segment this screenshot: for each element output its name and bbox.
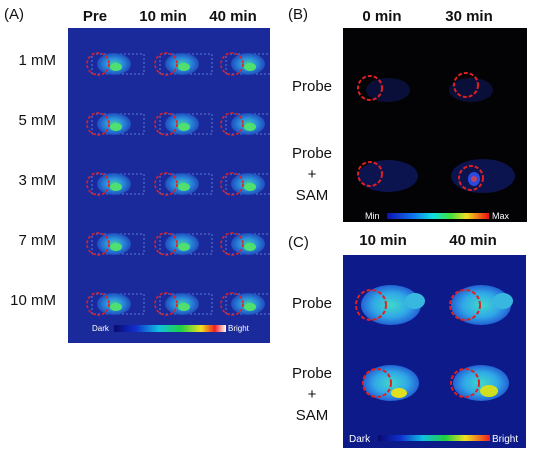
panel-c-col-10min: 10 min (359, 232, 407, 249)
panel-a-image-grid: Dark Bright (68, 28, 270, 343)
panel-b-col-0min: 0 min (362, 8, 402, 25)
panel-c-probe-40min (449, 285, 513, 325)
panel-a-svg: Dark Bright (86, 52, 270, 333)
panel-a-row-3mm: 3 mM (18, 172, 57, 189)
panel-a-label: (A) (4, 6, 24, 23)
panel-a-col-pre: Pre (82, 8, 108, 25)
panel-a-row-1mm: 1 mM (18, 52, 57, 69)
panel-a-col-40min: 40 min (209, 8, 257, 25)
panel-a-scan-r4-c2 (154, 232, 213, 256)
panel-a-scan-r2-c2 (154, 112, 213, 136)
panel-b-roi-1 (357, 75, 383, 101)
panel-a-scan-r2-c1 (86, 112, 145, 136)
panel-a-scan-r5-c1 (86, 292, 145, 316)
panel-c-row2-line2: + (307, 386, 317, 403)
panel-c-scale-min: Dark (349, 434, 371, 445)
panel-b-row2-line1: Probe (291, 145, 333, 162)
panel-c-sam-10min (362, 365, 419, 401)
panel-c-svg: Dark Bright (349, 285, 518, 445)
panel-b-signal-core (471, 176, 477, 182)
panel-a-col-10min: 10 min (139, 8, 187, 25)
panel-b-probe-0min-body (366, 78, 410, 102)
panel-a-scan-r4-c1 (86, 232, 145, 256)
panel-c-scale-max: Bright (492, 434, 518, 445)
panel-b-colorbar (387, 213, 489, 219)
panel-a-scan-r2-c3 (220, 112, 270, 136)
panel-b-roi-2 (453, 72, 479, 98)
panel-a-scan-r1-c1 (86, 52, 145, 76)
panel-a-scale-min: Dark (92, 324, 110, 333)
panel-b-row-probe: Probe (291, 78, 333, 95)
panel-c-row-probe-sam: Probe + SAM (284, 363, 340, 426)
panel-c-probe-10min (355, 285, 425, 325)
panel-a-colorbar (114, 325, 226, 332)
panel-a-scan-r4-c3 (220, 232, 270, 256)
panel-b-scale-max: Max (492, 211, 510, 221)
panel-b-scale-min: Min (365, 211, 380, 221)
panel-b-row2-line3: SAM (295, 187, 329, 204)
panel-b-col-30min: 30 min (445, 8, 493, 25)
panel-c-row2-line3: SAM (295, 407, 329, 424)
panel-a-scan-r3-c3 (220, 172, 270, 196)
panel-a-row-7mm: 7 mM (18, 232, 57, 249)
panel-a-row-10mm: 10 mM (10, 292, 56, 309)
panel-b-row2-line2: + (307, 166, 317, 183)
panel-a-scan-r5-c2 (154, 292, 213, 316)
panel-b-row-probe-sam: Probe + SAM (284, 143, 340, 206)
panel-b-image-grid: Min Max (343, 28, 527, 222)
panel-a-scan-r5-c3 (220, 292, 270, 316)
panel-c-colorbar (378, 435, 490, 441)
panel-c-sam-40min (450, 365, 509, 401)
panel-c-row-probe: Probe (291, 295, 333, 312)
panel-a-scan-r3-c2 (154, 172, 213, 196)
panel-a-scan-r3-c1 (86, 172, 145, 196)
panel-c-label: (C) (288, 234, 309, 251)
panel-a-scale-max: Bright (228, 324, 250, 333)
panel-c-row2-line1: Probe (291, 365, 333, 382)
panel-b-svg: Min Max (357, 72, 515, 221)
panel-a-row-5mm: 5 mM (18, 112, 57, 129)
panel-b-sam-0min-body (358, 160, 418, 192)
panel-b-roi-4 (458, 165, 484, 191)
panel-a-scan-r1-c2 (154, 52, 213, 76)
panel-b-label: (B) (288, 6, 308, 23)
panel-a-scan-r1-c3 (220, 52, 270, 76)
panel-c-image-grid: Dark Bright (343, 255, 526, 448)
panel-c-col-40min: 40 min (449, 232, 497, 249)
panel-b-roi-3 (357, 161, 383, 187)
